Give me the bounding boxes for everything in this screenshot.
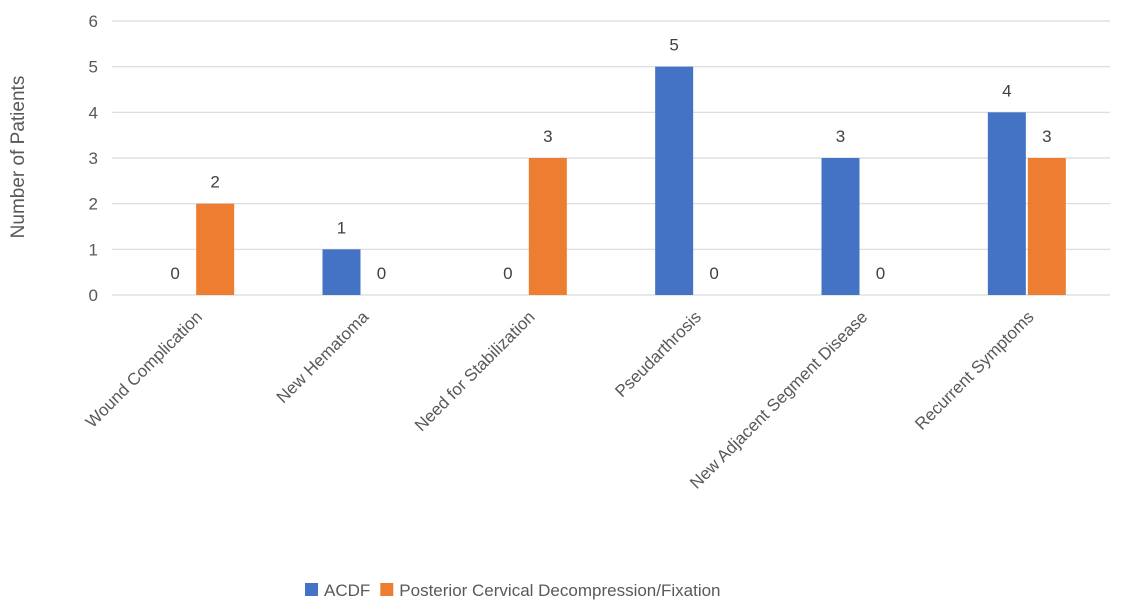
legend-label: ACDF	[324, 581, 370, 600]
x-axis-ticks: Wound Complication New Hematoma Need for S…	[82, 307, 1038, 493]
data-label: 4	[1002, 81, 1011, 100]
y-tick-label: 0	[89, 286, 98, 305]
data-label: 0	[709, 264, 718, 283]
data-label: 0	[377, 264, 386, 283]
gridlines	[112, 20, 1110, 296]
data-label: 0	[170, 264, 179, 283]
data-label: 3	[1042, 127, 1051, 146]
bar	[821, 158, 860, 295]
x-tick-label: New Hematoma	[273, 307, 373, 407]
bar	[196, 203, 235, 295]
y-tick-label: 4	[89, 103, 98, 122]
y-tick-label: 6	[89, 12, 98, 31]
data-label: 5	[669, 36, 678, 55]
legend-label: Posterior Cervical Decompression/Fixatio…	[399, 581, 720, 600]
y-tick-label: 1	[89, 240, 98, 259]
x-tick-label: New Adjacent Segment Disease	[686, 307, 871, 492]
bar	[528, 158, 567, 295]
x-tick-label: Pseudarthrosis	[611, 307, 705, 401]
x-tick-label: Need for Stabilization	[411, 307, 539, 435]
y-tick-label: 5	[89, 58, 98, 77]
bar	[322, 249, 361, 295]
data-label: 1	[337, 218, 346, 237]
bar	[987, 112, 1026, 295]
legend: ACDF Posterior Cervical Decompression/Fix…	[305, 581, 721, 600]
bars	[196, 66, 1066, 296]
data-labels: 0 2 1 0 0 3 5 0 3 0 4 3	[170, 36, 1051, 283]
data-label: 0	[876, 264, 885, 283]
bar	[655, 66, 694, 296]
legend-swatch	[380, 583, 394, 596]
data-label: 3	[543, 127, 552, 146]
x-tick-label: Recurrent Symptoms	[911, 307, 1037, 433]
y-tick-label: 2	[89, 195, 98, 214]
data-label: 0	[503, 264, 512, 283]
data-label: 2	[210, 173, 219, 192]
x-tick-label: Wound Complication	[82, 307, 206, 431]
data-label: 3	[836, 127, 845, 146]
y-axis-title: Number of Patients	[8, 76, 29, 239]
legend-swatch	[305, 583, 318, 596]
y-tick-label: 3	[89, 149, 98, 168]
bar	[1027, 158, 1066, 295]
y-axis-ticks: 0 1 2 3 4 5 6	[89, 12, 98, 305]
